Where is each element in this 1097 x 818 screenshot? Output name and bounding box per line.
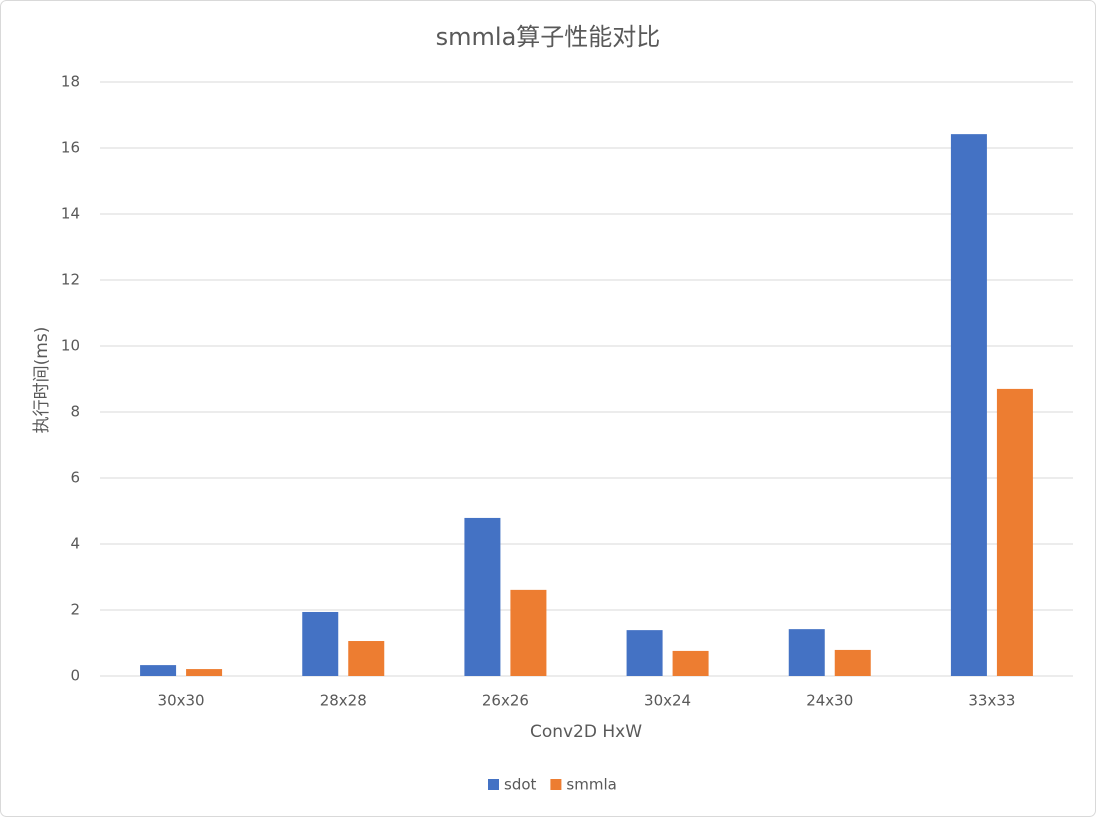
- y-tick-label: 14: [61, 205, 80, 223]
- bar: [626, 630, 663, 676]
- x-tick-label: 30x30: [158, 692, 205, 710]
- x-tick-label: 24x30: [806, 692, 853, 710]
- bar: [672, 650, 709, 676]
- y-tick-label: 0: [70, 667, 80, 685]
- x-tick-label: 33x33: [968, 692, 1015, 710]
- y-tick-label: 2: [70, 601, 80, 619]
- bar: [510, 589, 547, 676]
- bar: [302, 611, 339, 676]
- bar: [834, 649, 871, 676]
- bar: [186, 669, 223, 676]
- legend-swatch: [488, 779, 499, 790]
- x-tick-label: 30x24: [644, 692, 691, 710]
- chart-title: smmla算子性能对比: [436, 23, 661, 51]
- legend-label: sdot: [504, 776, 537, 794]
- legend-label: smmla: [566, 776, 616, 794]
- x-tick-label: 26x26: [482, 692, 529, 710]
- y-tick-label: 4: [70, 535, 80, 553]
- bar: [950, 134, 987, 676]
- y-tick-label: 6: [70, 469, 80, 487]
- y-tick-label: 10: [61, 337, 80, 355]
- bar: [348, 641, 385, 676]
- bar: [996, 388, 1033, 676]
- x-axis-label: Conv2D HxW: [530, 722, 642, 742]
- bar: [788, 629, 825, 676]
- bar: [464, 517, 501, 676]
- legend-swatch: [550, 779, 562, 790]
- bar: [140, 665, 177, 676]
- y-tick-label: 18: [61, 73, 80, 91]
- y-tick-label: 12: [61, 271, 80, 289]
- x-tick-label: 28x28: [320, 692, 367, 710]
- y-tick-label: 16: [61, 139, 80, 157]
- y-axis-label: 执行时间(ms): [32, 327, 52, 434]
- y-tick-label: 8: [70, 403, 80, 421]
